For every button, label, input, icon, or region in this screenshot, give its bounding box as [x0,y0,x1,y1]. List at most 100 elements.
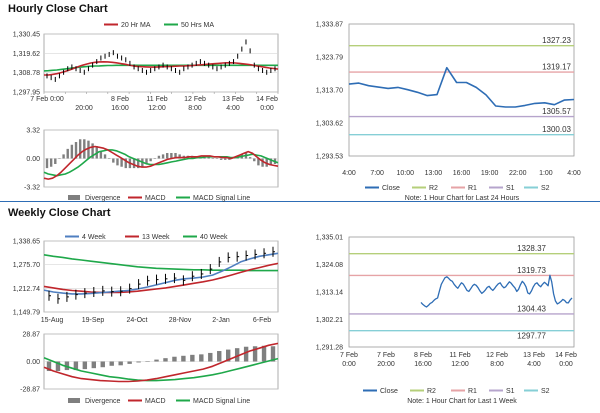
hourly-divergence-bar [124,158,127,169]
hourly-close-xtick: 4:00 [567,170,581,177]
hourly-divergence-bar [161,154,165,159]
hourly-divergence-bar [178,154,181,159]
weekly-divergence-bar [145,361,150,362]
weekly-divergence-bar [199,354,204,362]
weekly-price-xtick: 6-Feb [253,317,271,324]
hourly-divergence-bar [132,158,136,169]
weekly-section-title: Weekly Close Chart [8,207,111,219]
weekly-price-ytick: 1,149.79 [13,310,40,317]
hourly-divergence-bar [166,153,169,159]
weekly-close-xtick-l2: 8:00 [490,361,504,368]
hourly-legend-s1-label: S1 [506,185,515,192]
hourly-close-xtick: 1:00 [539,170,553,177]
weekly-macd-ytick: 28.87 [22,332,40,339]
hourly-divergence-bar [99,151,103,159]
hourly-divergence-bar [261,158,264,167]
weekly-legend-divergence-swatch [68,398,80,403]
weekly-divergence-bar [226,349,231,362]
hourly-close-note: Note: 1 Hour Chart for Last 24 Hours [405,195,520,202]
hourly-divergence-bar [62,154,65,159]
section-divider [0,201,600,202]
weekly-divergence-bar [118,361,123,366]
weekly-legend-close-label: Close [380,388,398,395]
weekly-close-xtick-l1: 7 Feb [340,352,358,359]
weekly-divergence-bar [217,351,222,362]
hourly-divergence-bar [145,158,148,164]
weekly-price-ytick: 1,212.74 [13,286,40,293]
weekly-divergence-bar [100,361,105,368]
weekly-price-xtick: 28-Nov [169,317,192,324]
weekly-divergence-bar [243,346,249,362]
hourly-close-xtick: 16:00 [453,170,471,177]
hourly-divergence-bar [157,155,161,159]
weekly-close-xtick-l2: 16:00 [414,361,432,368]
hourly-divergence-bar [87,140,90,159]
hourly-divergence-bar [257,158,260,166]
hourly-close-xtick: 22:00 [509,170,527,177]
hourly-20hr-ma-line [44,60,279,76]
weekly-close-xtick-l1: 8 Feb [414,352,432,359]
weekly-divergence-bar [234,348,240,362]
hourly-divergence-bar [83,139,86,159]
weekly-divergence-bar [82,361,88,370]
hourly-legend-signal-label: MACD Signal Line [193,195,250,202]
hourly-divergence-bar [215,158,219,159]
hourly-legend-divergence-label: Divergence [85,195,121,202]
hourly-divergence-bar [58,158,61,159]
weekly-close-note: Note: 1 Hour Chart for Last 1 Week [407,398,517,405]
weekly-divergence-bar [55,361,61,372]
hourly-legend-r2-label: R2 [429,185,438,192]
hourly-divergence-bar [170,153,173,159]
hourly-close-xtick: 19:00 [481,170,499,177]
hourly-divergence-bar [103,154,107,159]
hourly-divergence-bar [174,153,177,159]
hourly-divergence-bar [149,158,152,162]
weekly-close-xtick-l1: 13 Feb [523,352,545,359]
weekly-close-frame [348,236,575,348]
hourly-close-xtick: 10:00 [396,170,414,177]
weekly-divergence-bar [181,355,186,362]
weekly-divergence-bar [154,359,159,362]
weekly-legend-40week-label: 40 Week [200,234,228,241]
hourly-divergence-bar [228,158,231,160]
weekly-price-ytick: 1,275.70 [13,262,40,269]
hourly-price-xtick-l2: 4:00 [226,105,240,112]
hourly-close-ytick: 1,323.79 [316,54,343,61]
hourly-divergence-bar [112,158,115,163]
hourly-divergence-bar [248,157,252,159]
weekly-divergence-bar [127,361,132,364]
weekly-close-xtick-l2: 12:00 [451,361,469,368]
weekly-legend-4week-label: 4 Week [82,234,106,241]
weekly-macd-line [43,342,279,383]
hourly-macd-line [43,145,279,180]
hourly-divergence-bar [116,158,119,166]
weekly-legend-13week-label: 13 Week [142,234,170,241]
hourly-legend-20hr-label: 20 Hr MA [121,22,151,29]
hourly-divergence-bar [66,148,69,159]
weekly-legend-r2-label: R2 [427,388,436,395]
hourly-price-xtick-l1: 8 Feb [111,96,129,103]
weekly-40week-line [43,254,278,272]
weekly-divergence-bar [261,345,267,362]
hourly-divergence-bar [219,158,223,160]
hourly-legend-close-label: Close [382,185,400,192]
hourly-divergence-bar [137,158,140,169]
weekly-legend-s2-label: S2 [541,388,550,395]
weekly-macd-ytick: -28.87 [20,387,40,394]
hourly-divergence-bar [253,158,256,162]
hourly-divergence-bar [74,142,78,159]
hourly-close-ytick: 1,313.70 [316,88,343,95]
hourly-pivot-s1-label: 1305.57 [542,107,571,116]
weekly-legend-signal-label: MACD Signal Line [193,398,250,405]
hourly-close-xtick: 4:00 [342,170,356,177]
hourly-divergence-bar [54,158,57,164]
hourly-divergence-bar [107,158,111,159]
weekly-close-xtick-l2: 0:00 [559,361,573,368]
hourly-divergence-bar [70,144,74,159]
weekly-divergence-bar [136,361,141,363]
hourly-macd-ytick: 0.00 [26,156,40,163]
weekly-pivot-r1-label: 1319.73 [517,266,546,275]
hourly-divergence-bar [153,158,156,159]
hourly-divergence-bar [207,157,210,159]
